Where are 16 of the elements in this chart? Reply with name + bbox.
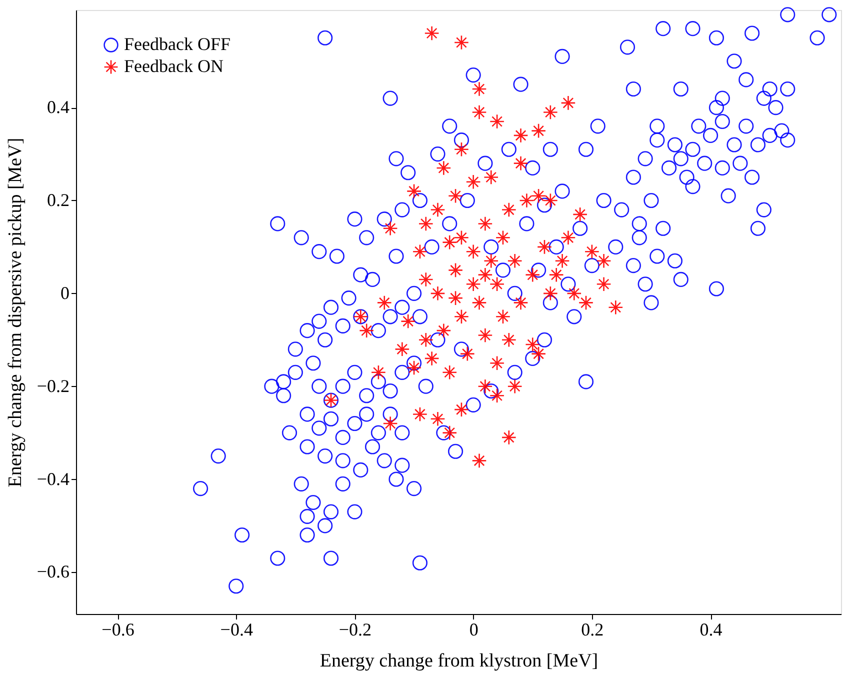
x-tick-label: −0.6 — [102, 620, 134, 640]
legend-label: Feedback OFF — [124, 34, 230, 54]
y-tick-label: −0.6 — [36, 562, 70, 582]
x-tick-label: 0 — [469, 620, 478, 640]
legend-label: Feedback ON — [124, 56, 224, 76]
y-tick-label: 0.2 — [47, 190, 70, 210]
x-tick-label: 0.4 — [700, 620, 722, 640]
x-tick-label: −0.2 — [338, 620, 372, 640]
x-tick-label: −0.4 — [220, 620, 253, 640]
y-axis-title: Energy change from dispersive pickup [MeV] — [4, 138, 26, 488]
y-tick-label: −0.2 — [36, 376, 70, 396]
x-axis-title: Energy change from klystron [MeV] — [320, 650, 598, 672]
y-tick-label: 0 — [60, 282, 70, 303]
y-tick-label: 0.4 — [47, 97, 70, 118]
y-tick-label: −0.4 — [36, 468, 70, 489]
x-tick-label: 0.2 — [581, 620, 604, 640]
